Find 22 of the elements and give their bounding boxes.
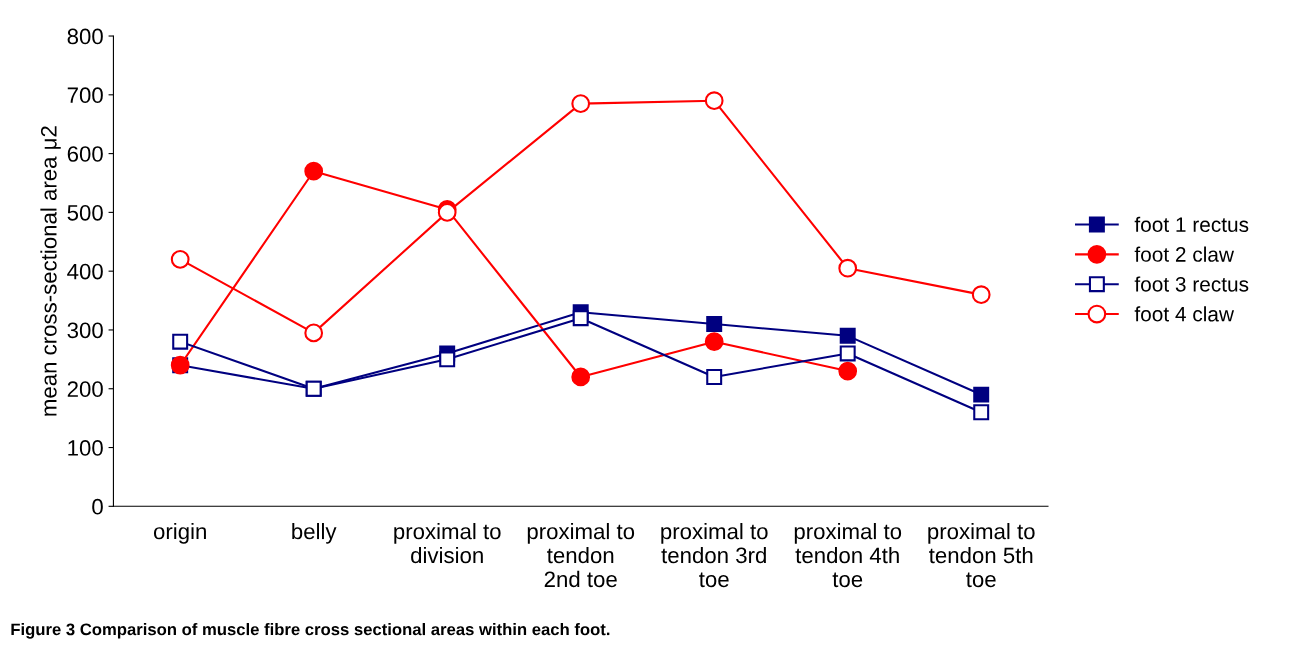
legend-label: foot 2 claw [1134,246,1235,262]
x-tick-label: proximal to division [394,522,501,564]
y-tick-label: 0 [92,498,103,515]
x-tick-label: proximal to tendon 4th toe [794,522,902,588]
y-axis-title: mean cross-sectional area μ2 [40,126,61,416]
y-tick-label: 500 [67,204,103,221]
x-tick-label: proximal to tendon 2nd toe [527,522,635,588]
y-tick-label: 200 [67,381,103,398]
x-tick-label: belly [292,522,337,544]
legend-label: foot 4 claw [1134,306,1235,322]
y-tick-label: 700 [67,87,103,104]
x-tick-label: proximal to tendon 3rd toe [661,522,768,588]
legend-label: foot 3 rectus [1134,276,1249,292]
y-tick-label: 600 [67,146,103,162]
y-tick-label: 400 [67,263,103,280]
y-tick-label: 100 [68,440,103,456]
y-tick-label: 800 [67,28,103,45]
caption: Figure 3 Comparison of muscle fibre cross sectional areas within each foot. [11,623,610,639]
x-tick-label: proximal to tendon 5th toe [928,522,1035,588]
x-tick-label: origin [153,522,206,544]
legend-label: foot 1 rectus [1134,216,1249,233]
y-tick-label: 300 [67,322,103,339]
